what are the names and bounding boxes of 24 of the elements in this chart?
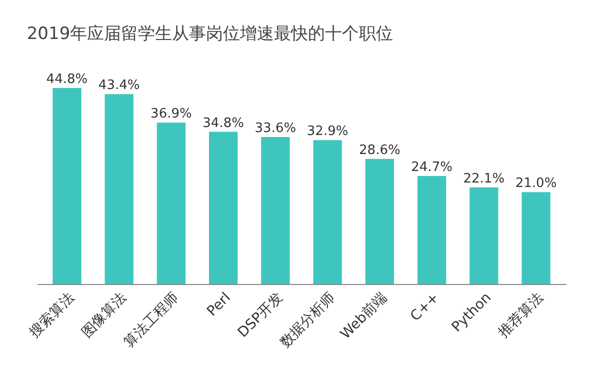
data-label: 43.4% [98,78,140,94]
bar [365,158,394,284]
data-label: 33.6% [254,121,296,136]
bar [470,187,498,284]
chart-title: 2019年应届留学生从事岗位增速最快的十个职位 [26,24,394,44]
data-label: 21.0% [515,176,557,192]
x-tick-label: C++ [408,290,442,325]
data-label: 24.7% [411,160,452,175]
bar [156,122,186,284]
bar [104,94,134,284]
bar [522,192,550,284]
x-tick-label: 推荐算法 [496,290,547,341]
data-label: 28.6% [359,142,400,158]
bar [313,140,342,284]
data-label: 36.9% [150,106,192,122]
x-tick-label: 搜索算法 [26,290,78,341]
data-label: 34.8% [202,116,244,131]
bar [417,176,446,284]
data-label: 32.9% [306,124,348,140]
data-label: 22.1% [463,171,505,186]
bar [208,132,238,284]
bar [52,88,82,284]
data-label: 44.8% [46,72,88,87]
bar [261,137,290,284]
